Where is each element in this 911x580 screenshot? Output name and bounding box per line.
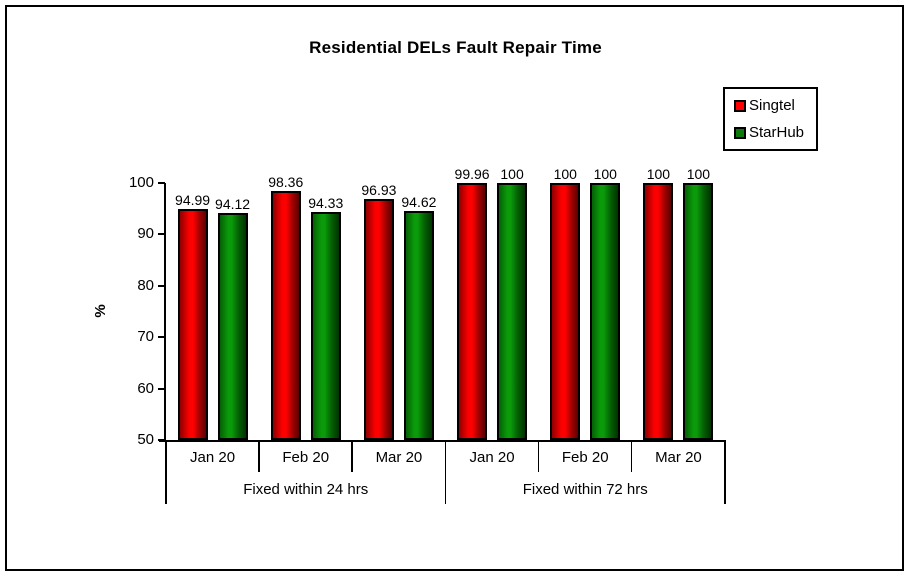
y-axis-tick-label: 50 xyxy=(137,431,154,448)
y-axis-tick xyxy=(158,233,165,236)
data-label: 100 xyxy=(500,166,524,182)
legend: Singtel StarHub xyxy=(723,87,818,151)
y-axis-tick xyxy=(158,387,165,390)
data-label: 100 xyxy=(686,166,711,182)
data-label: 100 xyxy=(646,166,671,182)
bar-starhub xyxy=(217,213,248,440)
legend-label-starhub: StarHub xyxy=(749,124,805,141)
data-label: 100 xyxy=(593,166,617,182)
bar-singtel xyxy=(643,183,674,440)
y-axis-tick-label: 80 xyxy=(137,276,154,294)
y-axis-tick-label: 70 xyxy=(137,328,154,346)
category-label: Mar 20 xyxy=(375,449,423,466)
y-axis-tick xyxy=(158,182,165,184)
data-label: 94.33 xyxy=(308,195,344,212)
bar-singtel xyxy=(457,183,488,440)
bar-starhub xyxy=(497,183,528,440)
legend-label-singtel: Singtel xyxy=(749,97,795,114)
y-axis-tick xyxy=(158,439,165,441)
x-axis-line xyxy=(159,440,726,442)
bar-singtel xyxy=(363,198,394,440)
data-label: 94.99 xyxy=(175,191,211,208)
bar-starhub xyxy=(590,183,621,440)
y-axis-tick-label: 90 xyxy=(137,225,154,243)
chart-title: Residential DELs Fault Repair Time xyxy=(309,38,602,57)
bar-starhub xyxy=(403,210,434,440)
legend-item-starhub: StarHub xyxy=(734,125,812,140)
plot-area: 94.99 94.12 98.36 94.33 96.93 94.62 99.96 100 10… xyxy=(166,166,725,440)
group-separator-line xyxy=(165,442,167,504)
data-label: 99.96 xyxy=(454,166,490,183)
y-axis-tick xyxy=(158,284,165,287)
bar-starhub xyxy=(310,212,341,440)
bar-singtel xyxy=(550,183,581,440)
y-axis-tick-label: 60 xyxy=(137,379,154,397)
chart-border-frame xyxy=(5,5,904,571)
category-separator-line xyxy=(351,442,353,472)
category-label: Mar 20 xyxy=(655,449,702,466)
group-label: Fixed within 24 hrs xyxy=(243,481,369,498)
y-axis-tick xyxy=(158,336,165,339)
data-label: 98.36 xyxy=(268,174,304,191)
category-label: Jan 20 xyxy=(469,449,515,466)
data-label: 96.93 xyxy=(361,181,397,198)
y-axis-line xyxy=(164,183,166,442)
category-label: Feb 20 xyxy=(282,449,330,466)
bar-singtel xyxy=(270,191,301,440)
group-label: Fixed within 72 hrs xyxy=(522,481,648,498)
group-separator-line xyxy=(444,442,446,504)
starhub-swatch-icon xyxy=(734,126,746,139)
category-separator-line xyxy=(630,442,633,472)
category-separator-line xyxy=(537,442,540,472)
bar-singtel xyxy=(177,208,208,440)
y-axis-title: % xyxy=(92,304,109,318)
category-label: Jan 20 xyxy=(190,449,236,466)
group-separator-line xyxy=(724,442,726,504)
legend-item-singtel: Singtel xyxy=(734,98,812,113)
data-label: 94.12 xyxy=(215,196,251,213)
singtel-swatch-icon xyxy=(734,99,746,112)
category-separator-line xyxy=(258,442,260,472)
data-label: 94.62 xyxy=(401,193,437,210)
bar-starhub xyxy=(683,183,714,440)
category-label: Feb 20 xyxy=(561,449,609,466)
y-axis-tick-label: 100 xyxy=(128,174,154,191)
data-label: 100 xyxy=(553,166,577,182)
